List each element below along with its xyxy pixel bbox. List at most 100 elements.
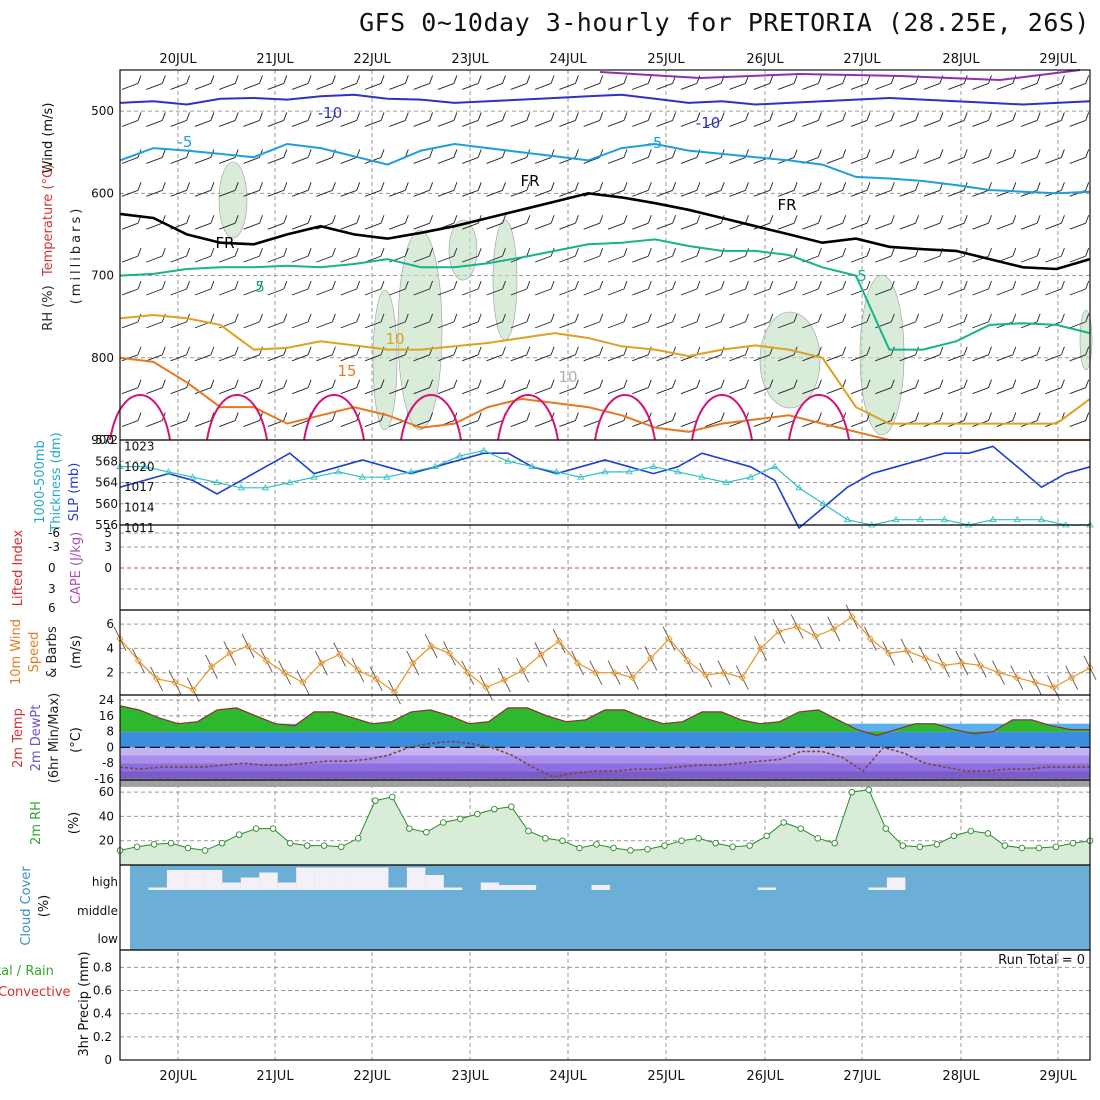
barb-shaft [705, 222, 722, 230]
rh-point [1018, 844, 1026, 852]
wind-barb [486, 379, 506, 395]
wind-barb [680, 182, 701, 197]
wind-barb [243, 75, 263, 90]
slp-tick: 1017 [124, 480, 155, 494]
wind-barb [753, 75, 774, 90]
wind-barb [462, 280, 482, 296]
wind-barb [705, 247, 725, 263]
barb-shaft [170, 387, 187, 395]
wind-barb [194, 247, 215, 263]
panel-frame-precip [119, 949, 1091, 1061]
wind-barb [437, 313, 458, 329]
barb-flag [137, 346, 142, 355]
barb-shaft [243, 354, 260, 362]
barb-shaft [413, 120, 430, 127]
date-label-bottom: 29JUL [1039, 1069, 1077, 1084]
wind-barb [656, 412, 677, 427]
wind10-point [1013, 673, 1021, 682]
barb-shaft [462, 157, 479, 164]
barb-flag [429, 112, 434, 121]
wind-barb [850, 247, 871, 263]
isotherm--5 [119, 142, 1091, 195]
barb-flag [331, 412, 336, 421]
barb-flag [477, 247, 482, 257]
barb-flag [890, 280, 895, 290]
barb-flag [404, 313, 409, 323]
barb-flag [380, 149, 385, 158]
wind-barb [729, 379, 749, 395]
barb-shaft [850, 387, 868, 395]
barb-flag [1060, 379, 1065, 388]
isotherm-20 [497, 394, 559, 441]
wind-barb [753, 379, 774, 395]
barb-shaft [146, 387, 163, 395]
barb-shaft [826, 83, 843, 90]
wind-barb [705, 112, 725, 127]
wind-barb [899, 247, 920, 263]
barb-shaft [996, 120, 1013, 127]
barb-flag [283, 75, 288, 84]
barb-shaft [219, 387, 236, 395]
barb-shaft [632, 189, 649, 197]
barb-shaft [875, 189, 892, 197]
thickness-point [746, 473, 755, 480]
barb-flag [307, 346, 312, 355]
barb-flag [137, 247, 142, 257]
barb-shaft [1069, 83, 1086, 90]
barb-shaft [462, 189, 479, 197]
barb-shaft [291, 255, 309, 263]
barb-shaft [923, 83, 941, 90]
barb-shaft [705, 83, 722, 90]
wind-barb [389, 379, 409, 395]
barb-flag [1085, 112, 1090, 121]
t2m-unit: (°C) [69, 727, 84, 753]
rh-point [337, 843, 345, 851]
barb-flag [988, 280, 992, 290]
barb-shaft [364, 420, 382, 427]
barb-flag [842, 75, 847, 84]
barb-shaft [1020, 120, 1038, 127]
barb-shaft [583, 288, 600, 296]
barb-flag [866, 313, 871, 323]
barb-flag [137, 112, 142, 121]
barb-shaft [316, 321, 333, 329]
thickness-point [334, 468, 342, 475]
rh-point [644, 845, 651, 853]
wind-barb [559, 75, 579, 90]
barb-flag [356, 280, 361, 290]
barb-flag [550, 75, 555, 84]
barb-shaft [437, 255, 455, 263]
wind-barb [705, 379, 725, 395]
barb-shaft [486, 387, 503, 395]
wind-barb [364, 75, 385, 90]
wind-barb [705, 412, 725, 427]
barb-flag [161, 182, 166, 191]
barb-flag [1060, 75, 1065, 84]
barb-flag [769, 182, 774, 191]
wind-barb [656, 313, 677, 329]
barb-shaft [632, 420, 649, 427]
temp-tick: 0 [106, 740, 114, 754]
barb-shaft [170, 157, 187, 164]
barb-shaft [583, 255, 600, 263]
wind-barb [462, 379, 482, 395]
barb-shaft [534, 157, 552, 164]
barb-flag [793, 75, 798, 84]
date-label-top: 26JUL [746, 52, 784, 67]
barb-shaft [291, 83, 309, 90]
barb-shaft [972, 120, 989, 127]
barb-shaft [316, 83, 333, 90]
barb-flag [939, 379, 944, 388]
barb-flag [574, 313, 579, 323]
cloud-bar [591, 885, 610, 890]
barb-shaft [146, 120, 163, 127]
rh-point [440, 819, 447, 826]
wind-barb [486, 346, 506, 362]
barb-shaft [243, 420, 260, 427]
barb-flag [817, 112, 822, 121]
wind-barb [219, 215, 239, 230]
barb-shaft [899, 189, 916, 197]
barb-flag [1012, 412, 1017, 421]
barb-shaft [170, 420, 187, 427]
wind-barb [121, 182, 142, 197]
